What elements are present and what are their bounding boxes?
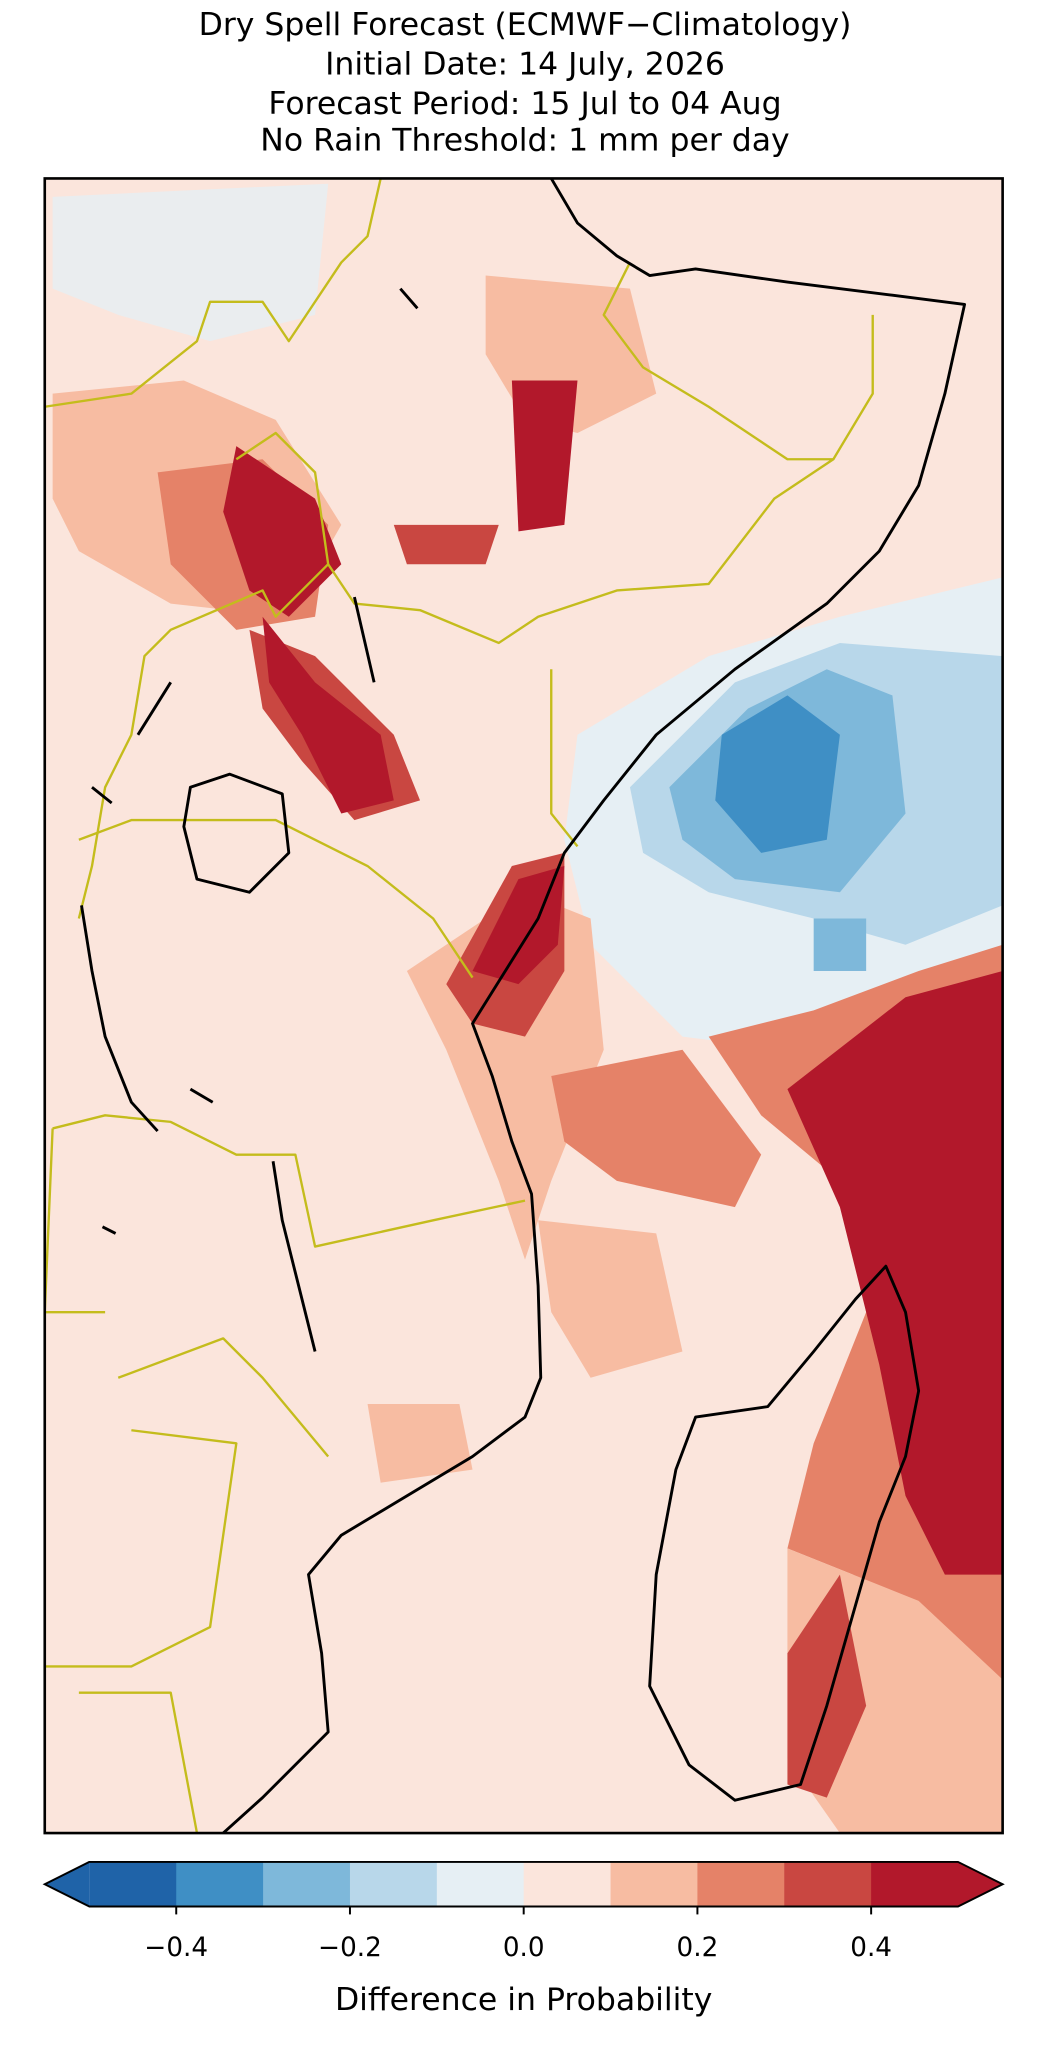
red-patch — [367, 1403, 473, 1483]
red-patch — [223, 446, 342, 617]
colorbar-outline — [42, 1860, 1005, 1908]
blue-patch — [813, 918, 867, 971]
colorbar-extend — [958, 1861, 1003, 1907]
red-patch — [393, 524, 499, 565]
colorbar-label: Difference in Probability — [335, 1982, 712, 2018]
lake — [80, 905, 159, 1133]
border — [78, 669, 579, 979]
red-patch — [787, 1574, 867, 1798]
title-line: Initial Date: 14 July, 2026 — [325, 47, 725, 83]
colorbar-tick-label: 0.4 — [850, 1933, 892, 1963]
colorbar-bin — [349, 1861, 438, 1907]
border — [44, 1128, 330, 1668]
colorbar: −0.4 −0.2 0.0 0.2 0.4 — [42, 1860, 1005, 1963]
red-patch — [511, 380, 578, 532]
border — [832, 314, 874, 460]
colorbar-bin — [89, 1861, 177, 1907]
red-patch — [262, 616, 394, 814]
blue-patch — [715, 695, 840, 853]
map — [44, 178, 1003, 1834]
title-line: No Rain Threshold: 1 mm per day — [260, 123, 789, 159]
border — [78, 1691, 199, 1834]
colorbar-bin — [176, 1861, 264, 1907]
colorbar-bin — [871, 1861, 959, 1907]
coastline — [222, 178, 967, 1834]
red-patch — [538, 1220, 683, 1378]
border — [44, 178, 382, 408]
border — [52, 1114, 526, 1248]
colorbar-tick-label: −0.2 — [318, 1933, 382, 1963]
title-line: Forecast Period: 15 Jul to 04 Aug — [268, 86, 781, 122]
colorbar-tick-label: 0.0 — [503, 1933, 545, 1963]
colorbar-bin — [784, 1861, 872, 1907]
lake — [182, 772, 291, 894]
colorbar-tick-label: −0.4 — [144, 1933, 208, 1963]
colorbar-bin — [697, 1861, 785, 1907]
map-frame — [43, 177, 1004, 1835]
colorbar-bin — [436, 1861, 525, 1907]
coastline — [648, 1264, 921, 1802]
red-patch — [551, 1049, 762, 1208]
colorbar-extend — [44, 1861, 90, 1907]
border — [77, 563, 330, 919]
title-line: Dry Spell Forecast (ECMWF−Climatology) — [199, 7, 852, 43]
colorbar-bin — [523, 1861, 611, 1907]
colorbar-bin — [263, 1861, 351, 1907]
colorbar-tick-label: 0.2 — [677, 1933, 719, 1963]
border — [235, 261, 835, 645]
lake — [271, 1161, 317, 1352]
red-patch — [787, 970, 1003, 1575]
colorbar-bin — [610, 1861, 698, 1907]
lake — [91, 287, 419, 1235]
red-patch — [472, 866, 565, 985]
